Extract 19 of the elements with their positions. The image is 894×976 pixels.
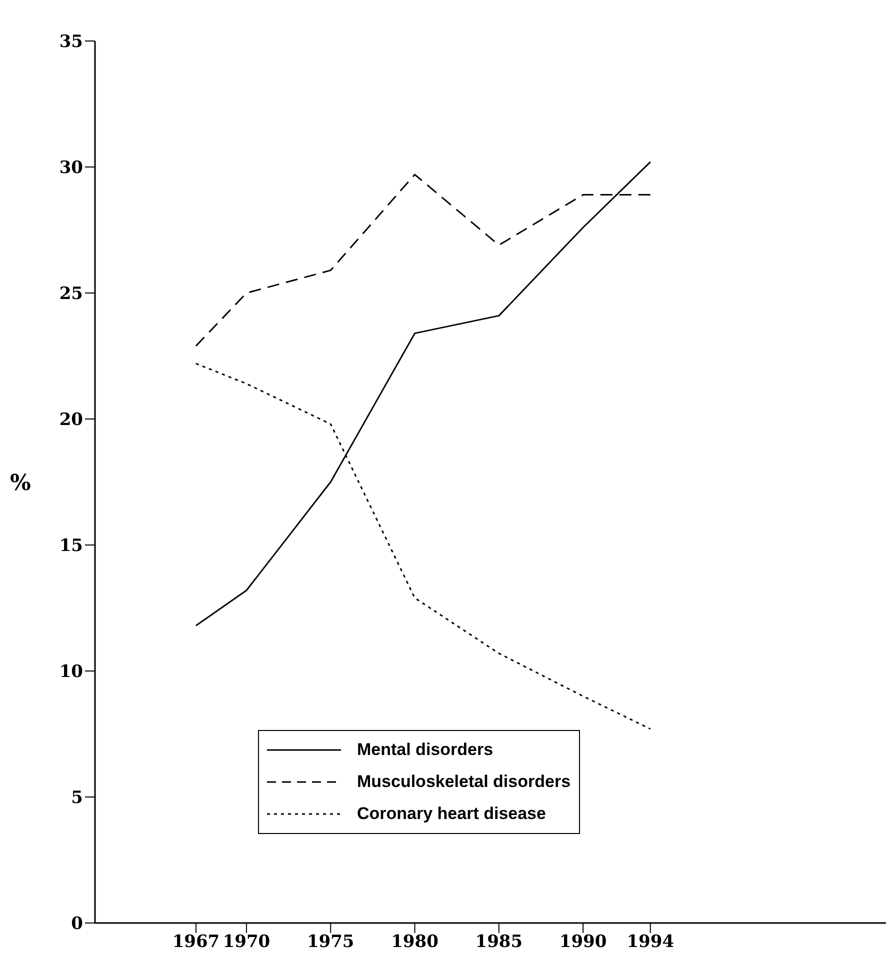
y-tick-label: 30	[59, 158, 84, 178]
x-tick-label: 1994	[626, 932, 674, 952]
x-tick-label: 1980	[391, 932, 439, 952]
y-tick-label: 15	[59, 536, 83, 556]
x-tick-label: 1975	[306, 932, 354, 952]
legend-label: Mental disorders	[357, 740, 494, 760]
x-tick-label: 1970	[222, 932, 270, 952]
y-tick-label: 25	[59, 284, 83, 304]
x-tick-label: 1985	[475, 932, 523, 952]
legend-label: Coronary heart disease	[357, 804, 546, 824]
legend-label: Musculoskeletal disorders	[357, 772, 571, 792]
y-tick-label: 5	[71, 788, 83, 808]
y-tick-label: 35	[59, 32, 83, 52]
y-axis-title: %	[10, 470, 31, 496]
y-tick-label: 0	[71, 914, 84, 934]
x-tick-label: 1967	[172, 932, 220, 952]
y-tick-label: 10	[59, 662, 84, 682]
x-tick-label: 1990	[559, 932, 607, 952]
y-tick-label: 20	[59, 410, 84, 430]
